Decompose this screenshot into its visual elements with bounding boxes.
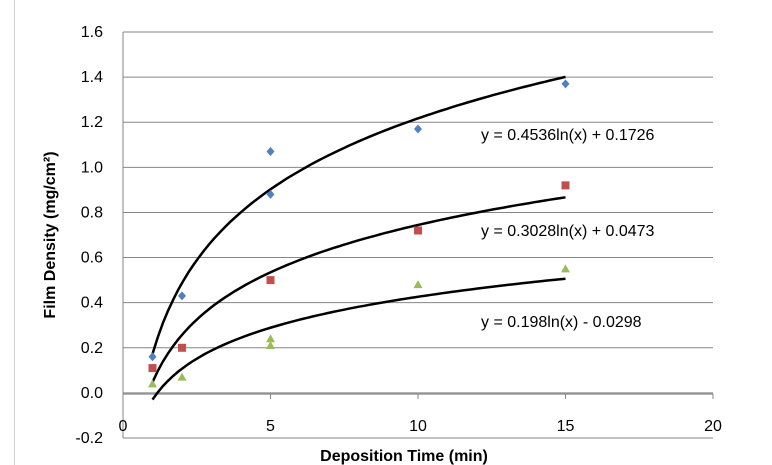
x-tick-label: 10: [409, 418, 427, 435]
y-tick-label: -0.2: [75, 430, 103, 447]
y-tick-label: 0.0: [81, 385, 103, 402]
data-point-triangle: [266, 334, 275, 343]
trendline-equation: y = 0.3028ln(x) + 0.0473: [481, 223, 655, 240]
trendline-equation: y = 0.198ln(x) - 0.0298: [481, 314, 642, 331]
y-tick-label: 0.2: [81, 340, 103, 357]
y-tick-label: 1.2: [81, 114, 103, 131]
x-tick-label: 0: [119, 418, 128, 435]
y-tick-label: 1.0: [81, 159, 103, 176]
x-tick-label: 5: [266, 418, 275, 435]
data-point-triangle: [148, 379, 157, 388]
data-point-diamond: [178, 291, 186, 301]
x-axis-title: Deposition Time (min): [320, 448, 488, 465]
data-point-diamond: [266, 189, 275, 199]
y-tick-label: 1.6: [81, 24, 103, 41]
trendline: [151, 75, 566, 355]
pane-divider: [14, 0, 15, 465]
data-point-triangle: [266, 341, 275, 350]
data-point-square: [266, 276, 275, 285]
y-axis-title: Film Density (mg/cm²): [42, 151, 59, 318]
data-point-diamond: [266, 147, 275, 157]
data-point-triangle: [413, 280, 423, 289]
y-tick-label: 0.6: [81, 250, 103, 267]
trendline: [151, 277, 566, 401]
data-point-triangle: [177, 372, 187, 381]
x-tick-label: 15: [557, 418, 575, 435]
data-point-diamond: [414, 124, 422, 134]
data-point-square: [561, 181, 570, 190]
data-point-diamond: [561, 79, 570, 89]
data-point-diamond: [148, 352, 157, 362]
data-point-triangle: [561, 264, 570, 273]
data-point-square: [178, 343, 186, 352]
x-tick-label: 20: [704, 418, 722, 435]
y-tick-label: 0.4: [81, 295, 103, 312]
data-point-square: [148, 364, 157, 373]
data-point-square: [414, 226, 422, 235]
trendline: [151, 196, 566, 383]
trendline-equation: y = 0.4536ln(x) + 0.1726: [481, 127, 655, 144]
y-tick-label: 0.8: [81, 204, 103, 221]
y-tick-label: 1.4: [81, 69, 103, 86]
